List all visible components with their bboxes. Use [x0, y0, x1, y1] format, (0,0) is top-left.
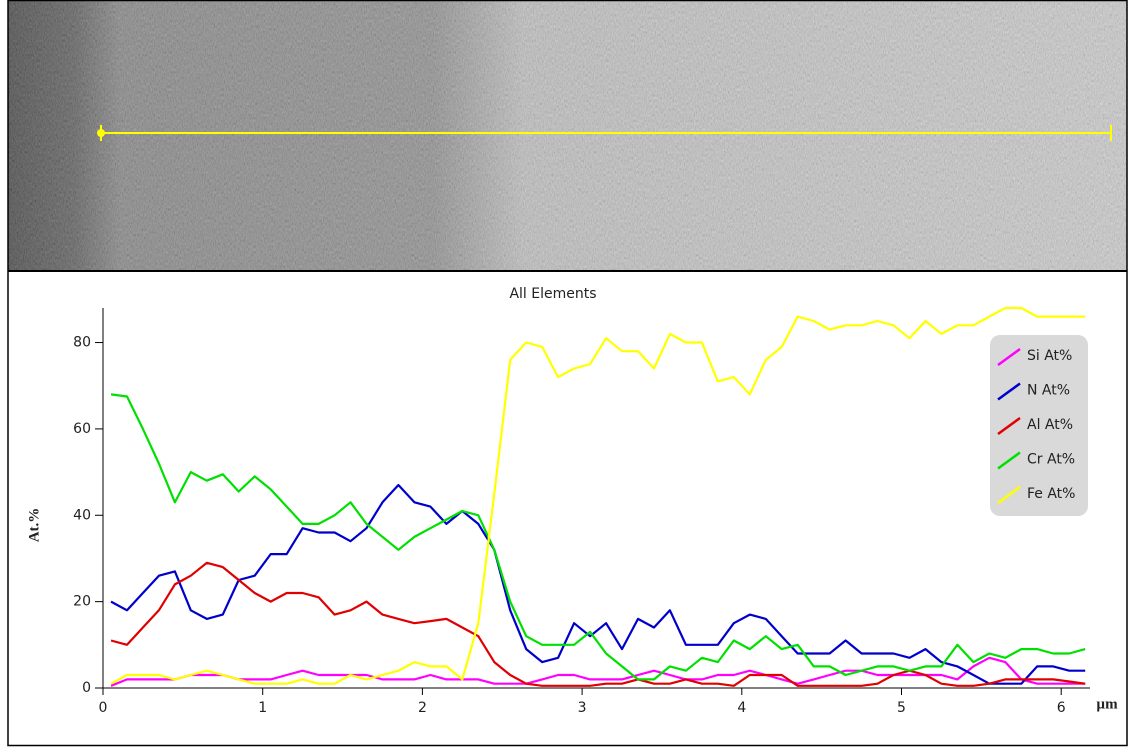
x-tick-label: 3: [578, 700, 587, 716]
legend-label: Cr At%: [1027, 452, 1075, 468]
series-line: [111, 394, 1085, 679]
series-line: [111, 308, 1085, 684]
y-tick-label: 20: [73, 594, 91, 610]
y-axis-label: At.%: [26, 508, 42, 543]
y-tick-label: 0: [82, 680, 91, 696]
series-line: [111, 485, 1085, 684]
y-tick-label: 80: [73, 335, 91, 351]
x-tick-label: 6: [1057, 700, 1066, 716]
x-tick-label: 4: [737, 700, 746, 716]
chart: All Elements At.% µm Si At% N At% Al At% Cr…: [0, 0, 1135, 756]
x-axis-label: µm: [1096, 696, 1118, 712]
legend-label: Al At%: [1027, 417, 1073, 433]
x-tick-label: 5: [897, 700, 906, 716]
x-tick-label: 0: [99, 700, 108, 716]
y-tick-label: 60: [73, 421, 91, 437]
legend: Si At% N At% Al At% Cr At% Fe At%: [990, 335, 1088, 516]
chart-title: All Elements: [509, 286, 596, 302]
legend-label: Fe At%: [1027, 486, 1075, 502]
legend-label: N At%: [1027, 383, 1070, 399]
sem-image: [8, 0, 1127, 270]
legend-label: Si At%: [1027, 348, 1072, 364]
x-tick-label: 1: [258, 700, 267, 716]
x-tick-label: 2: [418, 700, 427, 716]
y-tick-label: 40: [73, 507, 91, 523]
